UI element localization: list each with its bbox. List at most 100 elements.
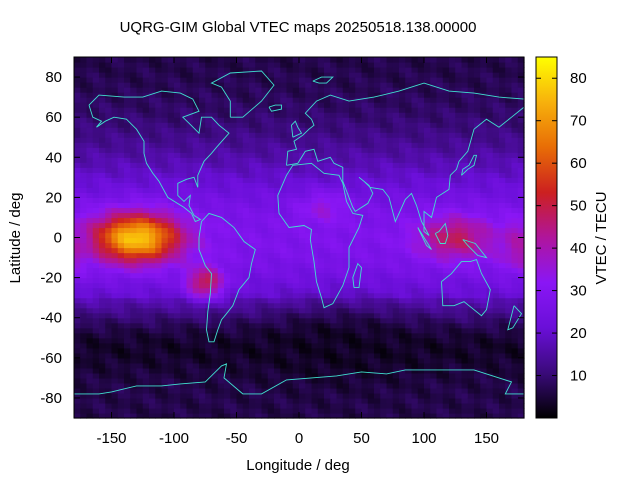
heatmap-cell — [280, 232, 288, 239]
heatmap-cell — [424, 62, 431, 68]
heatmap-cell — [399, 102, 406, 108]
heatmap-cell — [230, 82, 238, 88]
heatmap-cell — [167, 117, 175, 123]
heatmap-cell — [230, 377, 238, 384]
heatmap-cell — [124, 202, 131, 209]
heatmap-cell — [80, 337, 88, 344]
heatmap-cell — [286, 212, 294, 219]
heatmap-cell — [424, 247, 431, 254]
heatmap-cell — [130, 352, 138, 359]
heatmap-cell — [236, 412, 244, 419]
heatmap-cell — [105, 317, 113, 324]
heatmap-cell — [355, 132, 363, 138]
heatmap-cell — [442, 267, 450, 274]
heatmap-cell — [399, 77, 406, 83]
heatmap-cell — [499, 197, 506, 203]
heatmap-cell — [355, 102, 363, 108]
heatmap-cell — [480, 67, 488, 73]
heatmap-cell — [386, 347, 394, 354]
heatmap-cell — [224, 337, 231, 344]
heatmap-cell — [311, 212, 319, 219]
heatmap-cell — [361, 322, 369, 329]
heatmap-cell — [217, 222, 225, 229]
heatmap-cell — [217, 402, 225, 409]
heatmap-cell — [380, 252, 388, 259]
heatmap-cell — [324, 192, 331, 198]
heatmap-cell — [399, 122, 406, 128]
heatmap-cell — [174, 327, 181, 334]
heatmap-cell — [111, 212, 119, 219]
heatmap-cell — [355, 282, 363, 289]
heatmap-cell — [317, 237, 325, 244]
heatmap-cell — [455, 387, 463, 394]
heatmap-cell — [417, 227, 425, 234]
heatmap-cell — [192, 262, 200, 269]
heatmap-cell — [267, 172, 275, 178]
heatmap-cell — [174, 157, 181, 163]
heatmap-cell — [92, 352, 100, 359]
heatmap-cell — [474, 317, 481, 324]
heatmap-cell — [311, 392, 319, 399]
heatmap-cell — [442, 347, 450, 354]
heatmap-cell — [492, 367, 500, 374]
heatmap-cell — [367, 192, 375, 198]
heatmap-cell — [305, 357, 313, 364]
heatmap-cell — [130, 327, 138, 334]
heatmap-cell — [286, 222, 294, 229]
heatmap-cell — [286, 332, 294, 339]
heatmap-cell — [74, 382, 81, 389]
heatmap-cell — [461, 287, 469, 294]
heatmap-cell — [311, 57, 319, 63]
heatmap-cell — [342, 72, 350, 78]
heatmap-cell — [405, 167, 413, 173]
heatmap-cell — [186, 247, 194, 254]
heatmap-cell — [142, 127, 150, 133]
heatmap-cell — [349, 87, 356, 93]
heatmap-cell — [349, 107, 356, 113]
heatmap-cell — [105, 87, 113, 93]
heatmap-cell — [311, 92, 319, 98]
heatmap-cell — [280, 247, 288, 254]
heatmap-cell — [411, 357, 419, 364]
heatmap-cell — [330, 82, 338, 88]
heatmap-cell — [142, 152, 150, 158]
heatmap-cell — [186, 287, 194, 294]
heatmap-cell — [467, 327, 475, 334]
heatmap-cell — [336, 57, 344, 63]
heatmap-cell — [142, 277, 150, 284]
heatmap-cell — [330, 227, 338, 234]
heatmap-cell — [449, 232, 456, 239]
heatmap-cell — [367, 367, 375, 374]
heatmap-cell — [149, 222, 156, 229]
heatmap-cell — [242, 237, 250, 244]
heatmap-cell — [205, 77, 213, 83]
heatmap-cell — [261, 82, 269, 88]
heatmap-cell — [205, 142, 213, 148]
heatmap-cell — [192, 317, 200, 324]
heatmap-cell — [424, 142, 431, 148]
heatmap-cell — [317, 242, 325, 249]
heatmap-cell — [92, 327, 100, 334]
heatmap-cell — [274, 97, 281, 103]
heatmap-cell — [111, 117, 119, 123]
heatmap-cell — [292, 402, 300, 409]
heatmap-cell — [267, 237, 275, 244]
heatmap-cell — [336, 202, 344, 209]
heatmap-cell — [117, 142, 125, 148]
heatmap-cell — [205, 157, 213, 163]
heatmap-cell — [80, 157, 88, 163]
heatmap-cell — [236, 337, 244, 344]
heatmap-cell — [474, 152, 481, 158]
heatmap-cell — [430, 337, 438, 344]
heatmap-cell — [324, 62, 331, 68]
heatmap-cell — [180, 332, 188, 339]
heatmap-cell — [499, 357, 506, 364]
heatmap-cell — [449, 132, 456, 138]
heatmap-cell — [299, 332, 306, 339]
heatmap-cell — [255, 202, 263, 209]
heatmap-cell — [280, 277, 288, 284]
heatmap-cell — [217, 272, 225, 279]
heatmap-cell — [299, 272, 306, 279]
heatmap-cell — [486, 332, 494, 339]
heatmap-cell — [474, 412, 481, 419]
